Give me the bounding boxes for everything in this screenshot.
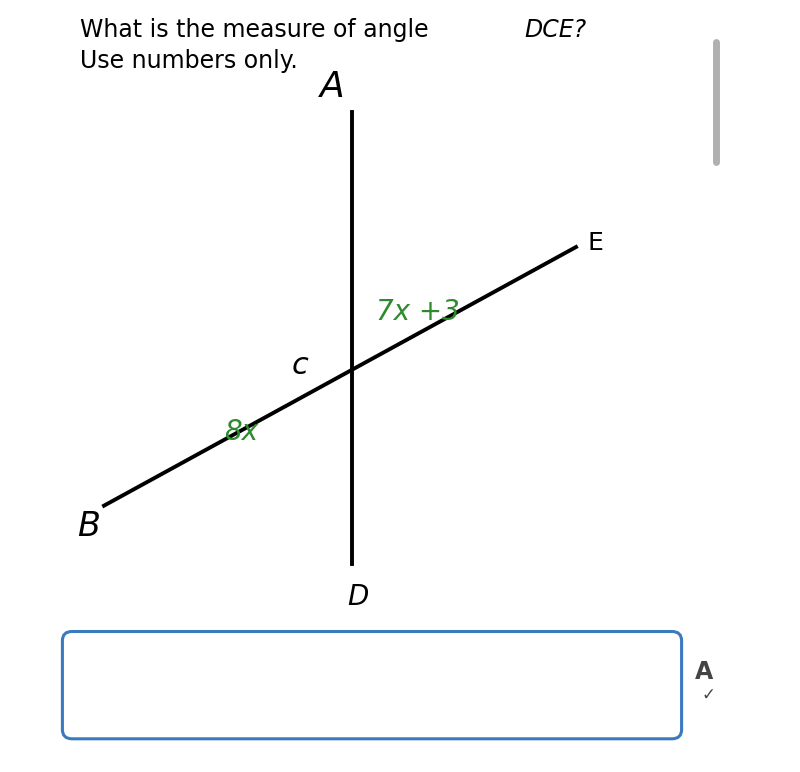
Text: Use numbers only.: Use numbers only. xyxy=(80,49,298,73)
Text: 8x: 8x xyxy=(224,418,258,445)
Text: D: D xyxy=(348,583,369,611)
Text: c: c xyxy=(291,351,308,381)
Text: E: E xyxy=(588,231,604,256)
FancyBboxPatch shape xyxy=(62,631,682,739)
Text: A: A xyxy=(695,660,713,684)
Text: ✓: ✓ xyxy=(702,686,716,704)
Text: What is the measure of angle: What is the measure of angle xyxy=(80,19,436,42)
Text: B: B xyxy=(77,510,100,543)
Text: DCE?: DCE? xyxy=(524,19,586,42)
Text: A: A xyxy=(320,70,344,104)
Text: 7x +3: 7x +3 xyxy=(376,298,460,326)
